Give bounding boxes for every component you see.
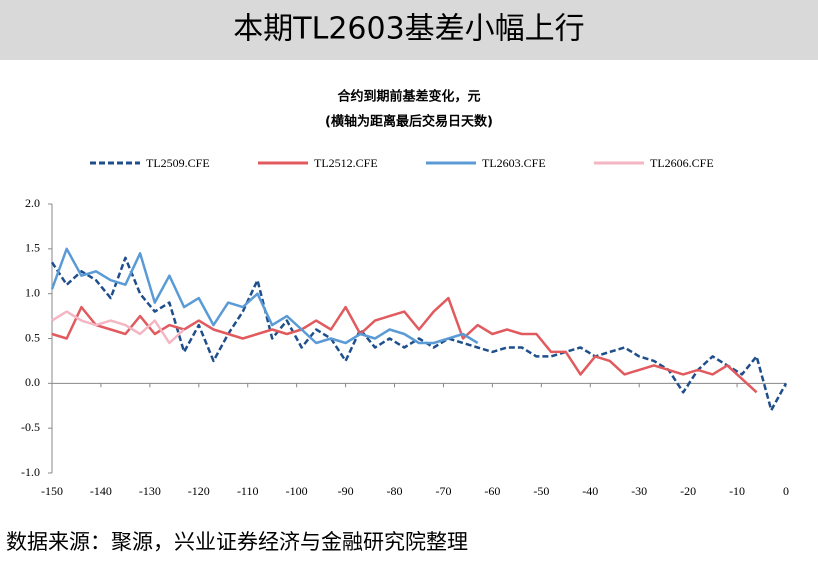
x-tick-label: -70 [435,484,451,498]
chart-title: 合约到期前基差变化，元 [337,89,480,105]
y-tick-label: 1.0 [25,285,40,299]
x-tick-label: -60 [484,484,500,498]
chart-subtitle: (横轴为距离最后交易日天数) [325,114,493,130]
x-tick-label: -140 [90,484,112,498]
y-tick-label: 0.5 [25,330,40,344]
legend-label: TL2509.CFE [146,156,210,170]
series-line [50,247,479,345]
x-tick-label: -50 [533,484,549,498]
header-title: 本期TL2603基差小幅上行 [233,12,584,47]
series-line [51,296,758,394]
legend-label: TL2603.CFE [482,156,546,170]
series-line [51,310,185,345]
series-line [50,256,788,412]
x-tick-label: -120 [188,484,210,498]
legend-label: TL2606.CFE [650,156,714,170]
x-tick-label: -10 [729,484,745,498]
x-tick-label: 0 [783,484,789,498]
legend-label: TL2512.CFE [314,156,378,170]
source-note: 数据来源：聚源，兴业证券经济与金融研究院整理 [6,530,468,554]
x-tick-label: -30 [631,484,647,498]
x-tick-label: -90 [338,484,354,498]
x-tick-label: -80 [387,484,403,498]
x-tick-label: -110 [237,484,259,498]
y-tick-label: -1.0 [21,465,40,479]
header-band [0,0,818,60]
y-tick-label: -0.5 [21,420,40,434]
x-tick-label: -150 [41,484,63,498]
y-tick-label: 2.0 [25,196,40,210]
y-tick-label: 0.0 [25,375,40,389]
y-tick-label: 1.5 [25,241,40,255]
x-tick-label: -20 [680,484,696,498]
x-tick-label: -40 [582,484,598,498]
x-tick-label: -100 [286,484,308,498]
x-tick-label: -130 [139,484,161,498]
